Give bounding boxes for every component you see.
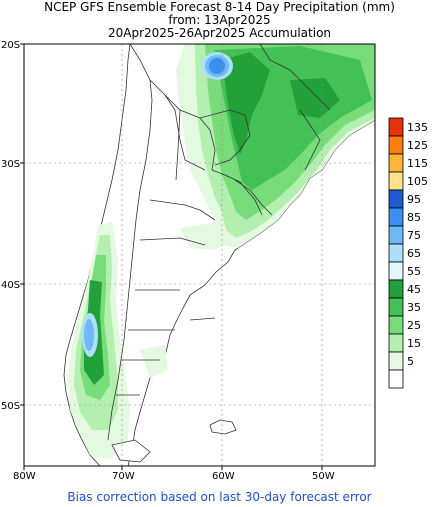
legend-label: 75 (407, 229, 421, 242)
legend-label: 45 (407, 283, 421, 296)
legend-swatch (388, 261, 404, 281)
legend-swatch (388, 135, 404, 155)
precip-area-45mm (222, 52, 270, 155)
map-content (24, 44, 375, 466)
legend-swatch (388, 243, 404, 263)
country-borders (107, 44, 331, 441)
legend-label: 125 (407, 139, 428, 152)
legend-label: 105 (407, 175, 428, 188)
color-legend: 135 125 115 105 95 85 75 65 55 45 35 25 15 5 (388, 117, 428, 389)
lat-label-20s: 20S (1, 40, 20, 51)
legend-label: 95 (407, 193, 421, 206)
legend-swatch (388, 207, 404, 227)
precip-max-85mm (209, 58, 225, 74)
forecast-init-date: from: 13Apr2025 (168, 13, 271, 27)
legend-swatch (388, 315, 404, 335)
lat-label-30s: 30S (1, 159, 20, 170)
legend-swatch (388, 225, 404, 245)
legend-label: 85 (407, 211, 421, 224)
map-title: NCEP GFS Ensemble Forecast 8-14 Day Prec… (44, 0, 395, 14)
legend-label: 65 (407, 247, 421, 260)
legend-swatch (388, 351, 404, 371)
grid-lines (24, 44, 375, 466)
legend-label: 35 (407, 301, 421, 314)
precip-argentina-patch (180, 222, 232, 250)
lon-label-80w: 80W (13, 471, 36, 482)
legend-label: 135 (407, 121, 428, 134)
legend-label: 55 (407, 265, 421, 278)
bias-correction-note: Bias correction based on last 30-day for… (67, 490, 372, 504)
legend-label: 15 (407, 337, 421, 350)
legend-swatch (388, 153, 404, 173)
lon-label-60w: 60W (212, 471, 235, 482)
legend-swatch (388, 189, 404, 209)
legend-swatch (388, 171, 404, 191)
legend-swatch (388, 333, 404, 353)
precip-chile-75mm (84, 319, 94, 351)
precip-patagonia-patch (140, 345, 168, 378)
lat-label-40s: 40S (1, 280, 20, 291)
legend-swatch (388, 297, 404, 317)
legend-label: 25 (407, 319, 421, 332)
legend-swatch (388, 369, 404, 389)
lon-label-50w: 50W (312, 471, 335, 482)
tierra-del-fuego (111, 439, 151, 463)
map-border (23, 43, 376, 467)
legend-label: 5 (407, 355, 414, 368)
legend-swatch (388, 279, 404, 299)
falkland-islands (209, 419, 237, 435)
accumulation-period: 20Apr2025-26Apr2025 Accumulation (107, 26, 332, 40)
axis-ticks (20, 43, 323, 470)
lon-label-70w: 70W (112, 471, 135, 482)
legend-label: 115 (407, 157, 428, 170)
legend-swatch (388, 117, 404, 137)
lat-label-50s: 50S (1, 401, 20, 412)
